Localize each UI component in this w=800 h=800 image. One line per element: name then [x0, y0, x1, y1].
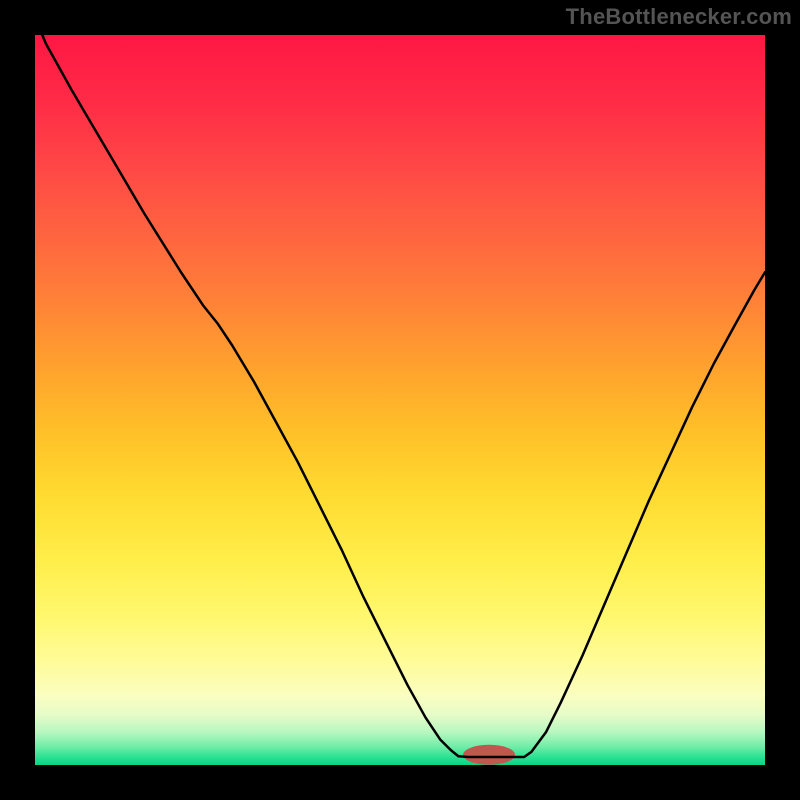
chart-container: TheBottlenecker.com: [0, 0, 800, 800]
watermark-text: TheBottlenecker.com: [566, 4, 792, 30]
chart-plot-area: [35, 35, 765, 765]
minimum-marker: [463, 745, 515, 765]
gradient-line-chart: [0, 0, 800, 800]
